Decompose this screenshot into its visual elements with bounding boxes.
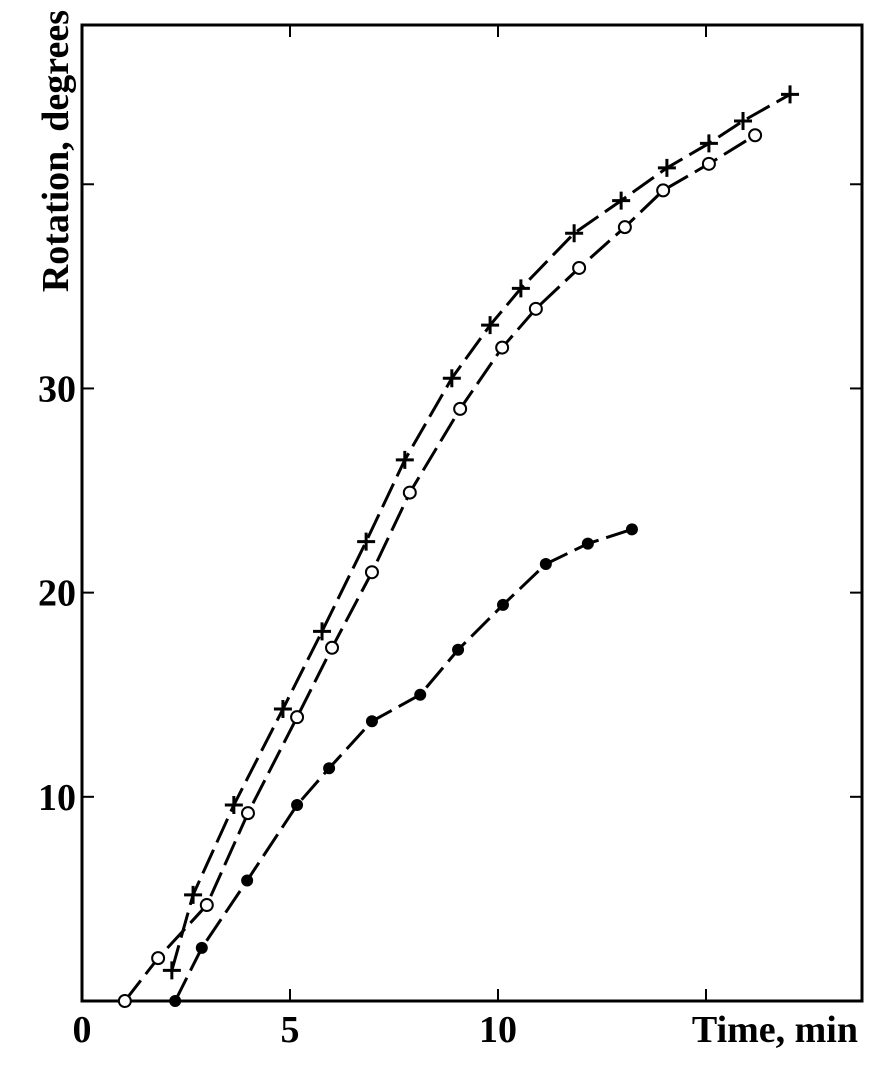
plot-frame [80,23,864,1003]
filled-circle-marker [539,558,552,571]
filled-circle-marker [365,715,378,728]
open-circle-marker [701,156,716,171]
open-circle-marker [199,898,214,913]
open-circle-marker [151,951,166,966]
plus-marker [395,450,414,469]
series-line [173,527,633,1002]
filled-circle-marker [291,798,304,811]
filled-circle-marker [581,537,594,550]
x-tick-label: 0 [73,1009,92,1051]
filled-circle-marker [169,995,182,1007]
open-circle-marker [528,301,543,316]
x-tick-label: 10 [479,1009,517,1051]
filled-circle-marker [323,762,336,775]
plus-marker [224,795,243,814]
plus-marker [357,532,376,551]
plus-marker [313,622,332,641]
open-circle-marker [495,340,510,355]
open-circle-marker [656,183,671,198]
plus-marker [699,134,718,153]
filled-circle-marker [241,874,254,887]
x-tick-label: 5 [281,1009,300,1051]
plus-marker [565,224,584,243]
plus-marker [657,158,676,177]
open-circle-marker [748,128,763,143]
plus-marker [481,316,500,335]
open-circle-marker [325,640,340,655]
series-line [123,133,756,1002]
open-circle-marker [453,401,468,416]
plus-marker [511,279,530,298]
plus-marker [781,85,800,104]
series-line [170,93,791,971]
filled-circle-marker [195,941,208,954]
open-circle-marker [402,485,417,500]
plus-marker [612,191,631,210]
open-circle-marker [117,994,132,1008]
x-axis-label: Time, min [692,1009,858,1051]
plus-marker [184,885,203,904]
filled-circle-marker [414,688,427,701]
plus-marker [734,111,753,130]
filled-circle-marker [452,643,465,656]
filled-circle-marker [496,598,509,611]
plus-marker [273,700,292,719]
filled-circle-marker [625,523,638,536]
open-circle-marker [617,220,632,235]
plus-marker [442,369,461,388]
open-circle-marker [364,565,379,580]
open-circle-marker [572,260,587,275]
y-tick-label: 20 [38,573,76,615]
y-axis-label: Rotation, degrees [35,10,77,292]
open-circle-marker [290,710,305,725]
plus-marker [162,961,181,980]
open-circle-marker [240,806,255,821]
y-tick-label: 30 [38,368,76,410]
y-tick-label: 10 [38,777,76,819]
